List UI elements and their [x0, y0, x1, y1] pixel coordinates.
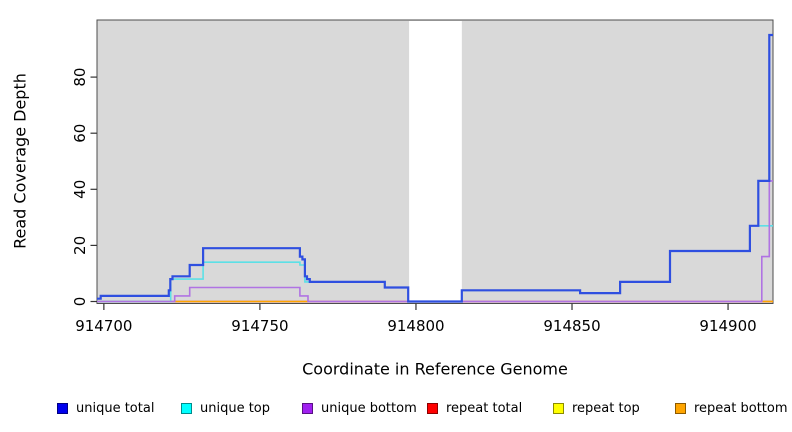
y-axis-title: Read Coverage Depth [10, 73, 30, 249]
legend-label: unique bottom [321, 400, 417, 416]
legend-label: unique top [200, 400, 271, 416]
repeat-bottom-swatch-icon [675, 402, 686, 414]
y-tick-label: 80 [71, 68, 89, 87]
legend-label: unique total [76, 400, 155, 416]
legend-label: repeat bottom [694, 400, 788, 416]
masked-region [409, 21, 462, 303]
coverage-plot: 914700 914750 914800 914850 914900 0 20 40 60 80 [71, 19, 774, 335]
series-unique-bottom [97, 180, 773, 303]
x-tick-label: 914800 [387, 317, 444, 335]
x-tick-label: 914700 [75, 317, 132, 335]
legend-label: repeat top [572, 400, 640, 416]
series-unique-total [97, 33, 773, 303]
legend-item-unique-total: unique total [57, 400, 155, 416]
y-tick-label: 0 [71, 297, 89, 307]
legend-item-unique-top: unique top [181, 400, 271, 416]
legend-item-repeat-bottom: repeat bottom [675, 400, 788, 416]
unique-total-swatch-icon [57, 402, 68, 414]
legend-item-repeat-total: repeat total [427, 400, 523, 416]
x-tick-label: 914900 [699, 317, 756, 335]
unique-top-swatch-icon [181, 402, 192, 414]
legend-label: repeat total [446, 400, 523, 416]
y-tick-label: 20 [71, 236, 89, 255]
y-tick-label: 60 [71, 124, 89, 143]
repeat-top-swatch-icon [553, 402, 564, 414]
y-tick-label: 40 [71, 180, 89, 199]
unique-bottom-swatch-icon [302, 402, 313, 414]
legend-item-repeat-top: repeat top [553, 400, 640, 416]
x-axis-title: Coordinate in Reference Genome [302, 359, 568, 379]
x-tick-label: 914850 [543, 317, 600, 335]
repeat-total-swatch-icon [427, 402, 438, 414]
x-tick-label: 914750 [231, 317, 288, 335]
legend-item-unique-bottom: unique bottom [302, 400, 417, 416]
